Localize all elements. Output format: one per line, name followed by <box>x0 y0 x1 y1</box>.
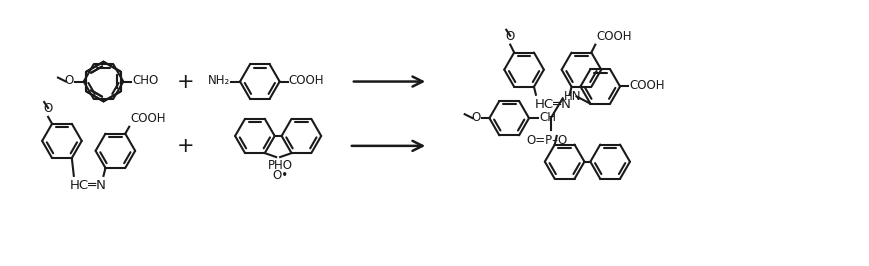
Text: HC═N: HC═N <box>70 179 107 192</box>
Text: HC═N: HC═N <box>534 98 571 111</box>
Text: +: + <box>176 72 194 92</box>
Text: +: + <box>176 136 194 156</box>
Text: COOH: COOH <box>628 79 664 92</box>
Text: O: O <box>471 111 480 124</box>
Text: O=P–O: O=P–O <box>526 134 567 147</box>
Text: PHO: PHO <box>268 159 292 172</box>
Text: COOH: COOH <box>289 74 323 87</box>
Text: HN: HN <box>563 90 580 103</box>
Text: COOH: COOH <box>595 30 631 43</box>
Text: CH: CH <box>538 111 555 124</box>
Text: O•: O• <box>272 169 288 182</box>
Text: O: O <box>505 30 514 43</box>
Text: COOH: COOH <box>130 112 165 125</box>
Text: NH₂: NH₂ <box>208 74 230 87</box>
Text: CHO: CHO <box>132 74 158 87</box>
Text: O: O <box>43 102 53 115</box>
Text: O: O <box>64 74 74 87</box>
